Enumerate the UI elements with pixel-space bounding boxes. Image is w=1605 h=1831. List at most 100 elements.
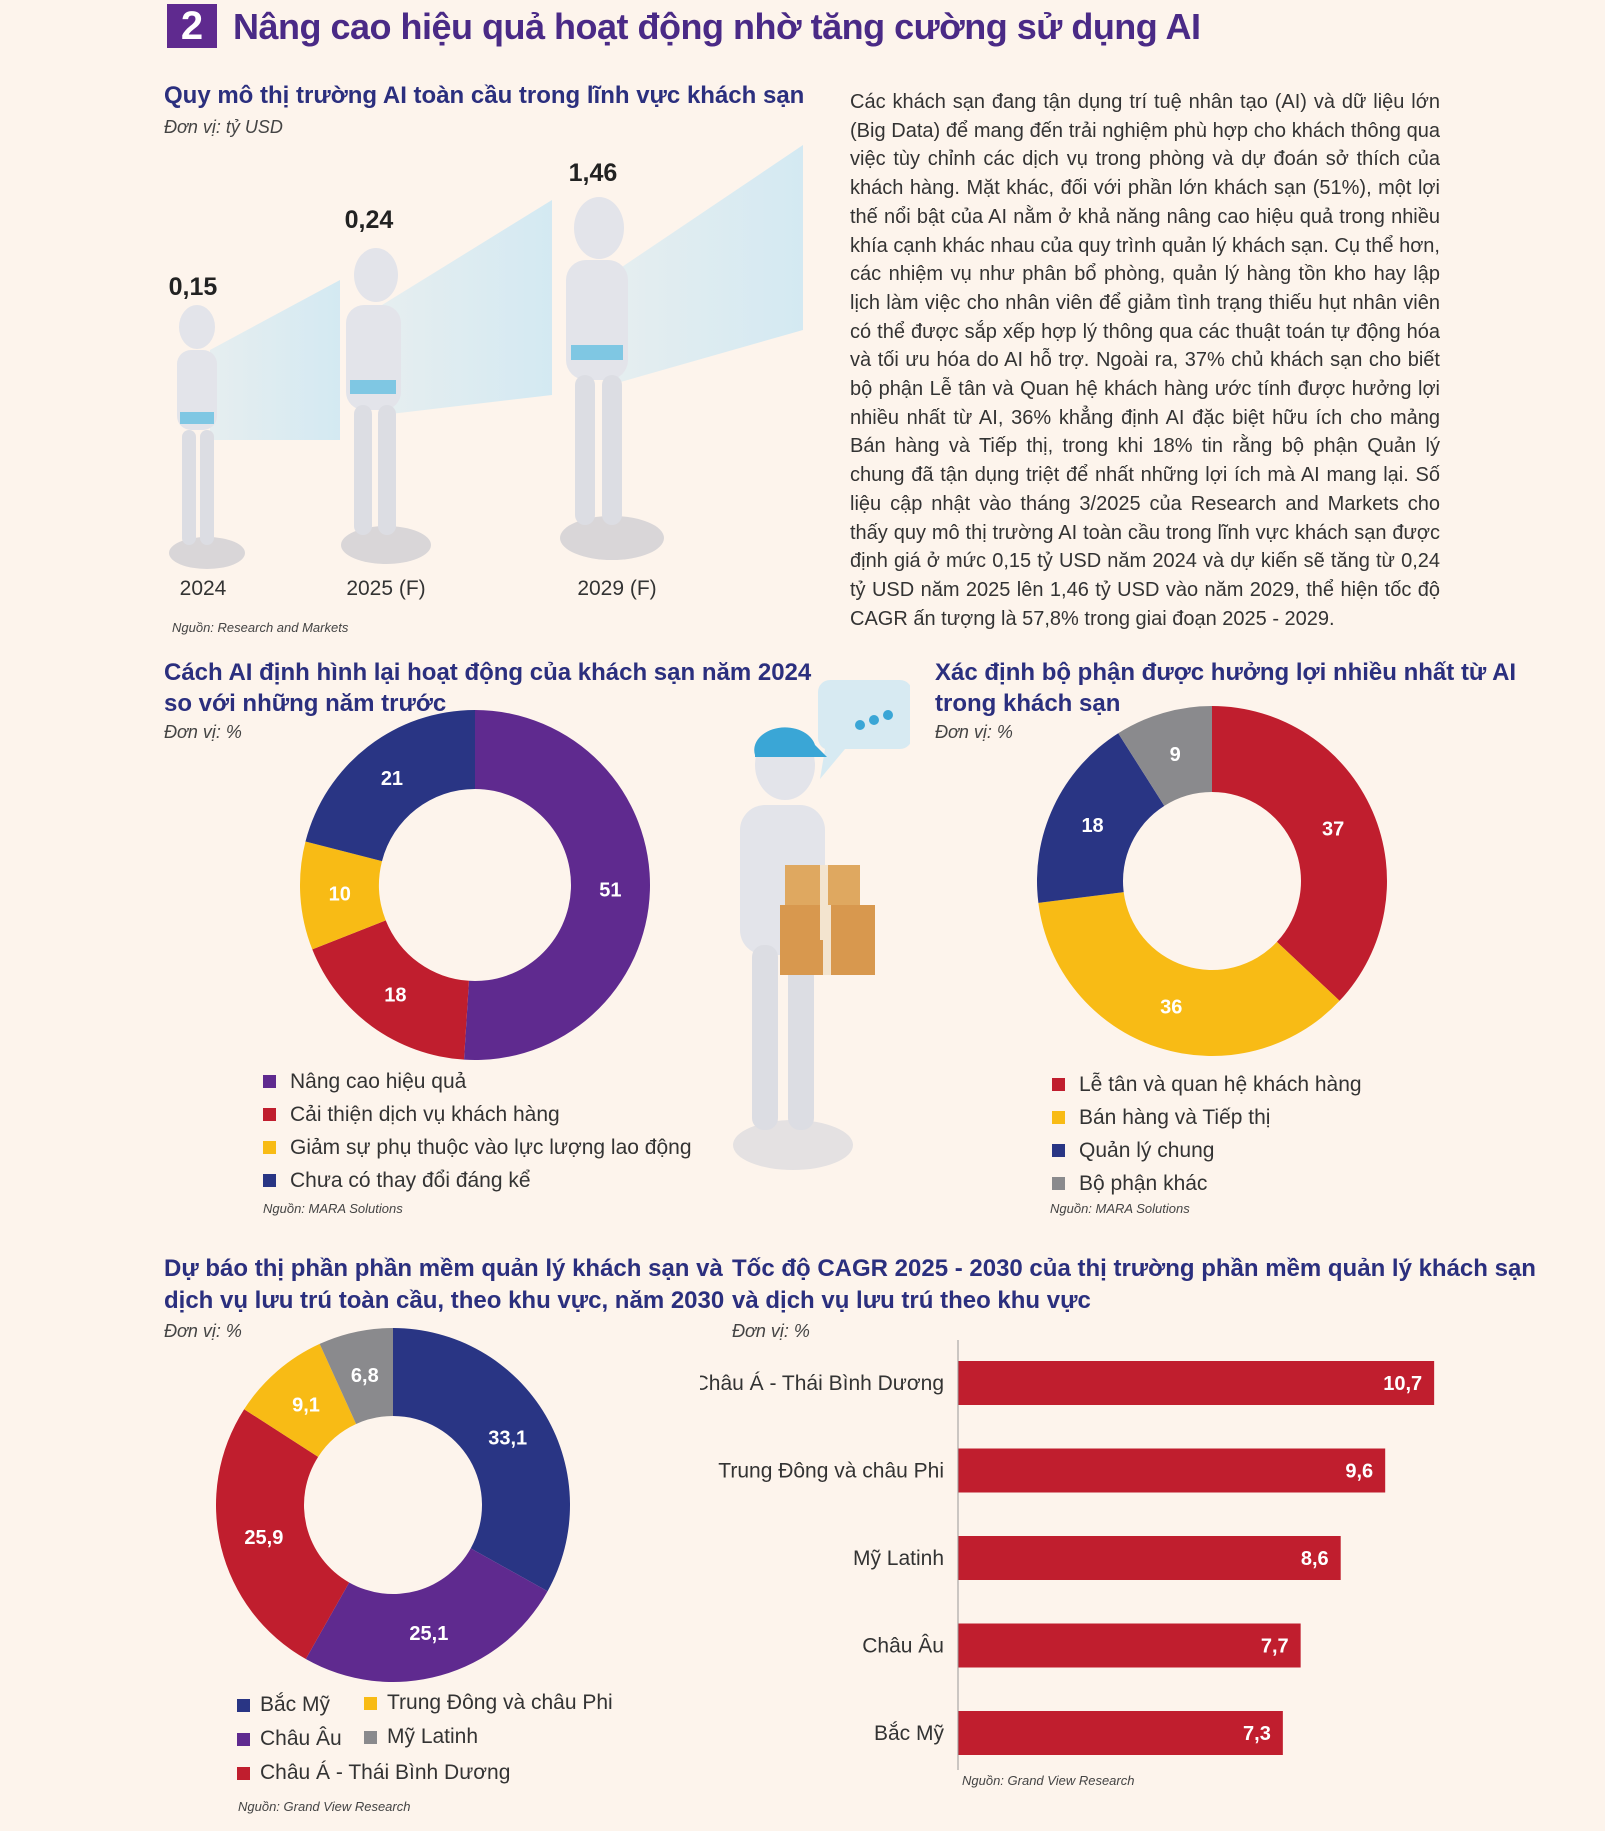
departments-donut-chart: 37 36 18 9 [1037, 706, 1387, 1056]
departments-slice-0 [1212, 706, 1387, 1001]
reshape-slice-1 [312, 920, 469, 1060]
departments-slice-2 [1037, 733, 1165, 903]
departments-slice-label-1: 36 [1160, 997, 1182, 1019]
departments-legend-item-2: Quản lý chung [1052, 1134, 1362, 1167]
legend-swatch [1052, 1111, 1065, 1124]
market-value-2029: 1,46 [569, 159, 618, 187]
cagr-title-line2: và dịch vụ lưu trú theo khu vực [732, 1287, 1091, 1314]
regional-slice-3 [244, 1343, 357, 1457]
regional-title-line2: dịch vụ lưu trú toàn cầu, theo khu vực, … [164, 1287, 725, 1314]
legend-swatch [237, 1698, 250, 1712]
legend-swatch [263, 1075, 276, 1088]
cagr-value-label-2: 8,6 [1301, 1548, 1329, 1570]
cagr-unit: Đơn vị: % [732, 1321, 810, 1341]
market-value-2024: 0,15 [169, 273, 218, 301]
cagr-value-label-4: 7,3 [1243, 1723, 1271, 1745]
legend-swatch [263, 1174, 276, 1187]
regional-slice-label-2: 25,9 [244, 1527, 283, 1549]
section-number-badge: 2 [167, 4, 217, 48]
cagr-category-label-4: Bắc Mỹ [874, 1722, 945, 1745]
reshape-title-line2: so với những năm trước [164, 690, 447, 717]
cagr-category-label-2: Mỹ Latinh [853, 1547, 944, 1570]
regional-donut-chart: 33,1 25,1 25,9 9,1 6,8 [216, 1328, 570, 1682]
reshape-slice-0 [464, 710, 651, 1060]
market-size-title: Quy mô thị trường AI toàn cầu trong lĩnh… [164, 82, 805, 109]
market-year-2025: 2025 (F) [346, 577, 425, 600]
reshape-slice-2 [300, 841, 386, 950]
cagr-value-label-1: 9,6 [1345, 1461, 1373, 1483]
cagr-source: Nguồn: Grand View Research [962, 1773, 1135, 1788]
regional-legend-item-0: Bắc Mỹ [237, 1693, 330, 1717]
departments-title-line2: trong khách sạn [935, 690, 1121, 717]
departments-legend-item-0: Lễ tân và quan hệ khách hàng [1052, 1068, 1362, 1101]
cagr-category-label-1: Trung Đông và châu Phi [718, 1460, 944, 1483]
market-size-source: Nguồn: Research and Markets [172, 620, 349, 635]
market-value-2025: 0,24 [345, 206, 394, 234]
legend-swatch [1052, 1144, 1065, 1157]
reshape-donut-chart: 51 18 10 21 [300, 710, 651, 1060]
cagr-bar-2 [958, 1536, 1341, 1580]
robot-2029-illustration [560, 145, 803, 560]
departments-slice-label-0: 37 [1322, 819, 1344, 841]
regional-unit: Đơn vị: % [164, 1321, 242, 1341]
regional-legend-item-2: Châu Á - Thái Bình Dương [237, 1761, 510, 1785]
market-year-2029: 2029 (F) [577, 577, 656, 600]
cagr-bar-chart: Châu Á - Thái Bình Dương 10,7 Trung Đông v… [700, 1340, 1435, 1770]
reshape-legend-item-3: Chưa có thay đổi đáng kể [263, 1164, 692, 1197]
regional-slice-0 [393, 1328, 570, 1592]
cagr-value-label-3: 7,7 [1261, 1636, 1289, 1658]
regional-slice-label-3: 9,1 [292, 1394, 320, 1416]
reshape-legend-item-2: Giảm sự phụ thuộc vào lực lượng lao động [263, 1131, 692, 1164]
departments-title-line1: Xác định bộ phận được hưởng lợi nhiều nh… [935, 659, 1517, 686]
page-title: Nâng cao hiệu quả hoạt động nhờ tăng cườ… [233, 6, 1201, 47]
reshape-slice-label-2: 10 [329, 884, 351, 906]
reshape-source: Nguồn: MARA Solutions [263, 1201, 403, 1216]
legend-swatch [364, 1730, 377, 1744]
cagr-category-label-0: Châu Á - Thái Bình Dương [700, 1372, 944, 1395]
reshape-legend-item-1: Cải thiện dịch vụ khách hàng [263, 1098, 692, 1131]
regional-slice-1 [305, 1548, 548, 1682]
legend-swatch [364, 1696, 377, 1710]
regional-slice-4 [319, 1328, 393, 1425]
cagr-bar-1 [958, 1448, 1386, 1493]
cagr-value-label-0: 10,7 [1383, 1373, 1422, 1395]
regional-legend-item-3: Trung Đông và châu Phi [364, 1691, 613, 1715]
regional-slice-2 [216, 1409, 350, 1660]
cagr-bar-4 [958, 1711, 1283, 1755]
regional-legend: Bắc Mỹ Trung Đông và châu Phi Châu Âu Mỹ… [237, 1691, 637, 1803]
regional-slice-label-1: 25,1 [409, 1623, 448, 1645]
reshape-slice-3 [305, 710, 475, 862]
departments-legend: Lễ tân và quan hệ khách hàng Bán hàng và… [1052, 1068, 1362, 1200]
reshape-legend-item-0: Nâng cao hiệu quả [263, 1065, 692, 1098]
departments-slice-1 [1038, 892, 1340, 1056]
departments-legend-item-3: Bộ phận khác [1052, 1167, 1362, 1200]
reshape-legend: Nâng cao hiệu quả Cải thiện dịch vụ khác… [263, 1065, 692, 1197]
departments-slice-label-3: 9 [1170, 744, 1181, 766]
legend-swatch [237, 1766, 250, 1780]
legend-swatch [1052, 1078, 1065, 1091]
legend-swatch [1052, 1177, 1065, 1190]
departments-source: Nguồn: MARA Solutions [1050, 1201, 1190, 1216]
regional-slice-label-4: 6,8 [351, 1365, 379, 1387]
cagr-bar-3 [958, 1623, 1301, 1668]
regional-legend-item-1: Châu Âu [237, 1727, 342, 1751]
regional-title-line1: Dự báo thị phần phần mềm quản lý khách s… [164, 1255, 723, 1282]
regional-legend-item-4: Mỹ Latinh [364, 1725, 478, 1749]
reshape-slice-label-1: 18 [384, 985, 406, 1007]
cagr-bar-0 [958, 1361, 1435, 1405]
market-size-unit: Đơn vị: tỷ USD [164, 117, 283, 137]
legend-swatch [263, 1141, 276, 1154]
cagr-title-line1: Tốc độ CAGR 2025 - 2030 của thị trường p… [732, 1255, 1536, 1282]
market-size-illustration: 0,15 0,24 1,46 2024 2025 (F) 2029 (F) [169, 145, 803, 600]
delivery-robot-illustration [733, 680, 910, 1170]
departments-unit: Đơn vị: % [935, 722, 1013, 742]
cagr-category-label-3: Châu Âu [862, 1635, 944, 1658]
reshape-slice-label-0: 51 [599, 879, 621, 901]
regional-source: Nguồn: Grand View Research [238, 1799, 411, 1814]
legend-swatch [237, 1732, 250, 1746]
legend-swatch [263, 1108, 276, 1121]
body-paragraph: Các khách sạn đang tận dụng trí tuệ nhân… [850, 91, 1440, 630]
departments-slice-3 [1118, 706, 1212, 806]
departments-slice-label-2: 18 [1081, 815, 1103, 837]
robot-2024-illustration [169, 280, 340, 569]
